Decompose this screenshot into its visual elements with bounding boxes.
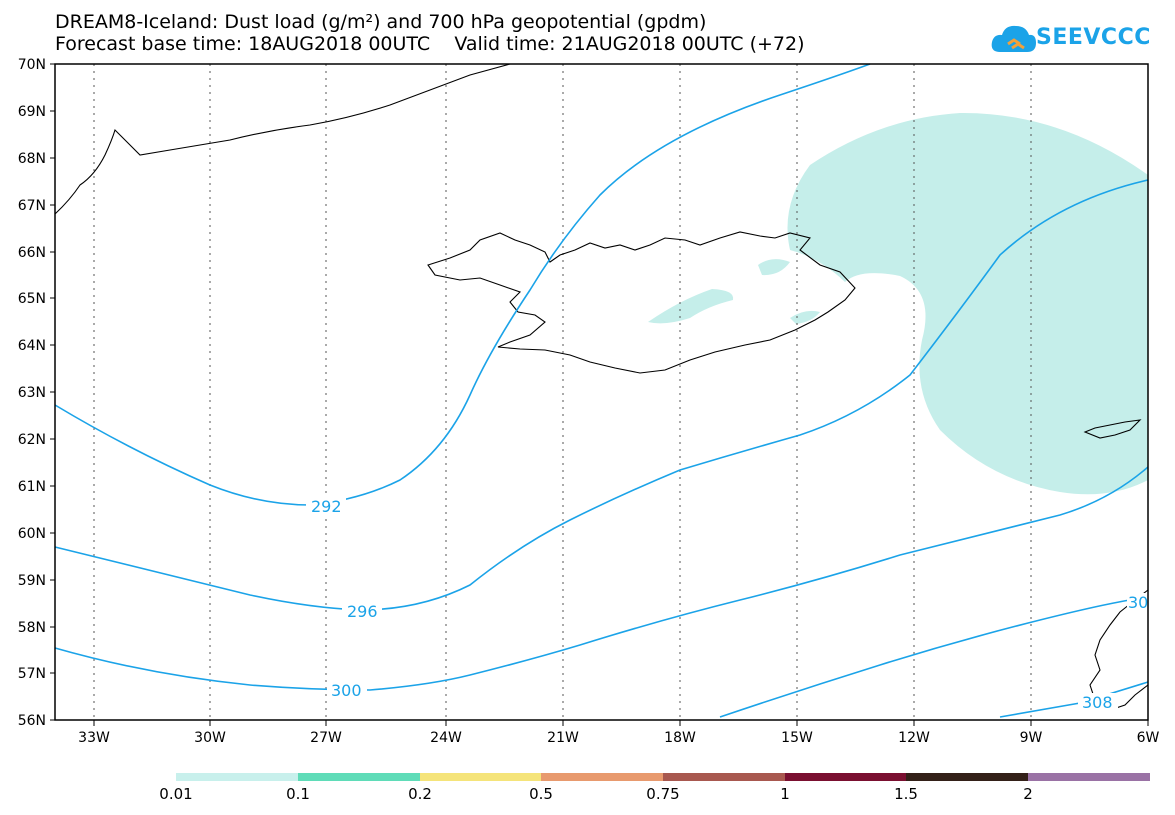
lon-label: 24W <box>430 730 462 746</box>
dust-load-area-coast <box>758 259 790 276</box>
greenland-coast <box>54 63 511 215</box>
lat-label: 65N <box>18 291 46 307</box>
contour-label-308: 308 <box>1082 693 1113 712</box>
contour-label-296: 296 <box>347 602 378 621</box>
coastlines <box>54 63 1149 711</box>
contour-label-300: 300 <box>331 681 362 700</box>
legend-label: 0.01 <box>159 785 193 803</box>
geopotential-contours <box>54 63 1149 718</box>
color-legend <box>176 773 1150 781</box>
legend-swatch <box>298 773 420 781</box>
contour-label-edge: 30 <box>1128 593 1148 612</box>
legend-swatch <box>1028 773 1150 781</box>
lat-ticks <box>50 63 55 721</box>
contour-296 <box>54 179 1149 611</box>
legend-label: 0.5 <box>529 785 553 803</box>
logo-text: SEEVCCC <box>1036 25 1151 50</box>
scotland-coast <box>1089 589 1149 711</box>
iceland-coast <box>427 231 856 374</box>
legend-swatch <box>906 773 1028 781</box>
dust-load-area-southeast <box>790 310 820 324</box>
lon-label: 30W <box>194 730 226 746</box>
lat-label: 62N <box>18 432 46 448</box>
dust-load-area <box>787 112 1148 495</box>
lon-label: 15W <box>781 730 813 746</box>
lat-label: 63N <box>18 385 46 401</box>
legend-label: 1 <box>780 785 790 803</box>
contour-308 <box>999 681 1149 718</box>
lat-label: 64N <box>18 338 46 354</box>
legend-swatch <box>176 773 298 781</box>
legend-swatch <box>420 773 541 781</box>
lat-labels: 70N 69N 68N 67N 66N 65N 64N 63N 62N 61N … <box>18 57 46 729</box>
legend-label: 0.1 <box>286 785 310 803</box>
graticule <box>93 64 1032 720</box>
contour-304 <box>719 594 1149 718</box>
legend-label: 1.5 <box>894 785 918 803</box>
cloud-icon <box>991 25 1036 52</box>
lat-label: 67N <box>18 198 46 214</box>
legend-swatch <box>785 773 906 781</box>
lon-label: 21W <box>547 730 579 746</box>
lon-labels: 33W 30W 27W 24W 21W 18W 15W 12W 9W 6W <box>78 730 1159 746</box>
lat-label: 61N <box>18 479 46 495</box>
lat-label: 68N <box>18 151 46 167</box>
lon-label: 33W <box>78 730 110 746</box>
lon-ticks <box>93 720 1149 726</box>
contour-label-292: 292 <box>311 497 342 516</box>
lat-label: 58N <box>18 620 46 636</box>
lon-label: 9W <box>1020 730 1043 746</box>
faroe-islands <box>1083 419 1142 439</box>
lat-label: 57N <box>18 666 46 682</box>
lat-label: 69N <box>18 104 46 120</box>
legend-label: 2 <box>1023 785 1033 803</box>
lon-label: 18W <box>664 730 696 746</box>
map-title: DREAM8-Iceland: Dust load (g/m²) and 700… <box>55 11 707 33</box>
forecast-times: Forecast base time: 18AUG2018 00UTC Vali… <box>55 33 805 55</box>
dust-load-area-inland <box>648 289 734 324</box>
lon-label: 6W <box>1137 730 1160 746</box>
contour-300 <box>54 466 1149 691</box>
lat-label: 60N <box>18 526 46 542</box>
lat-label: 66N <box>18 245 46 261</box>
legend-label: 0.2 <box>408 785 432 803</box>
legend-swatch <box>663 773 785 781</box>
contour-292 <box>54 63 871 506</box>
lon-label: 27W <box>310 730 342 746</box>
lon-label: 12W <box>898 730 930 746</box>
legend-label: 0.75 <box>646 785 680 803</box>
lat-label: 59N <box>18 573 46 589</box>
lat-label: 70N <box>18 57 46 73</box>
lat-label: 56N <box>18 713 46 729</box>
legend-swatch <box>541 773 663 781</box>
